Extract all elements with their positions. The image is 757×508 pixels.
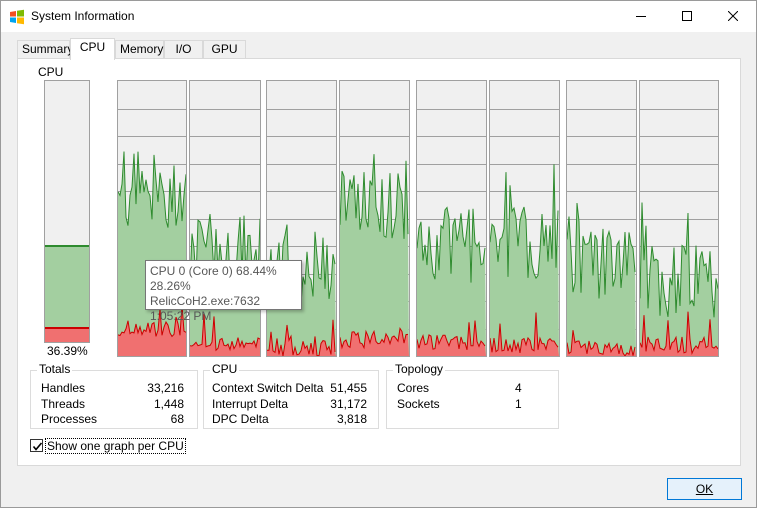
kernel-line: [640, 311, 718, 355]
cpu-history-chart: [567, 109, 636, 356]
tab-summary[interactable]: Summary: [17, 40, 73, 58]
kernel-area: [567, 330, 636, 356]
cpu-usage-percent: 36.39%: [47, 344, 88, 358]
row-value: 51,455: [330, 381, 367, 395]
maximize-icon: [682, 11, 692, 21]
kernel-line: [190, 313, 260, 352]
kernel-area: [640, 311, 718, 356]
kernel-area: [118, 305, 186, 356]
close-icon: [728, 11, 738, 21]
kernel-line: [267, 319, 336, 356]
tooltip-line-process: 28.26% RelicCoH2.exe:7632: [150, 279, 261, 308]
totals-row-threads: Threads 1,448: [31, 397, 197, 412]
kernel-line: [490, 312, 559, 354]
row-label: Handles: [41, 381, 86, 395]
usage-line: [118, 151, 186, 228]
usage-line: [567, 202, 636, 299]
row-label: Threads: [41, 397, 86, 411]
usage-line: [640, 202, 718, 318]
row-label: Cores: [397, 381, 430, 395]
usage-line: [340, 154, 409, 239]
cpu-usage-meter: [44, 80, 90, 343]
kernel-line: [118, 304, 186, 338]
row-label: Processes: [41, 412, 98, 426]
ok-button-label: OK: [695, 482, 714, 496]
show-per-cpu-checkbox[interactable]: [30, 439, 43, 452]
minimize-button[interactable]: [618, 1, 664, 32]
cpu-stats-row-interrupt: Interrupt Delta 31,172: [204, 397, 378, 412]
cpu-meter-title: CPU: [38, 65, 64, 79]
row-value: 1,448: [153, 397, 184, 411]
cpu-history-chart: [417, 109, 486, 356]
cpu-graph: [339, 80, 410, 357]
tooltip-line-time: 1:05:22 PM: [150, 309, 212, 323]
kernel-line: [417, 320, 486, 351]
tab-memory[interactable]: Memory: [115, 40, 164, 58]
usage-area: [490, 164, 559, 356]
cpu-history-chart: [267, 109, 336, 356]
row-label: Sockets: [397, 397, 440, 411]
usage-area: [640, 202, 718, 356]
row-value: 3,818: [336, 412, 367, 426]
row-value: 31,172: [330, 397, 367, 411]
kernel-area: [190, 313, 260, 356]
cpu-graph: [189, 80, 261, 357]
cpu-stats-title: CPU: [210, 362, 240, 376]
cpu-stats-group: CPU Context Switch Delta 51,455 Interrup…: [203, 362, 379, 429]
topology-group: Topology Cores 4 Sockets 1: [386, 362, 559, 429]
row-value: 1: [515, 397, 522, 411]
cpu-stats-row-dpc: DPC Delta 3,818: [204, 412, 378, 427]
ok-button[interactable]: OK: [667, 478, 742, 500]
row-label: Interrupt Delta: [212, 397, 289, 411]
row-label: Context Switch Delta: [212, 381, 324, 395]
totals-group: Totals Handles 33,216 Threads 1,448 Proc…: [30, 362, 198, 429]
checkmark-icon: [32, 442, 43, 451]
tab-cpu[interactable]: CPU: [70, 38, 115, 60]
cpu-stats-row-context-switch: Context Switch Delta 51,455: [204, 381, 378, 396]
kernel-line: [567, 330, 636, 356]
cpu-history-chart: [340, 109, 409, 356]
cpu-kernel-fill: [45, 327, 89, 342]
topology-title: Topology: [393, 362, 446, 376]
show-per-cpu-label[interactable]: Show one graph per CPU: [45, 438, 186, 454]
usage-area: [267, 224, 336, 356]
cpu-graph: [266, 80, 337, 357]
totals-row-handles: Handles 33,216: [31, 381, 197, 396]
windows-flag-icon: [9, 9, 25, 25]
tooltip-line-cpu: CPU 0 (Core 0) 68.44%: [150, 264, 277, 278]
cpu-graph: [566, 80, 637, 357]
topology-row-sockets: Sockets 1: [387, 397, 558, 412]
close-button[interactable]: [710, 1, 756, 32]
usage-area: [340, 154, 409, 356]
kernel-area: [340, 328, 409, 356]
topology-row-cores: Cores 4: [387, 381, 558, 396]
window-title: System Information: [31, 9, 135, 23]
usage-area: [417, 207, 486, 356]
tab-gpu[interactable]: GPU: [203, 40, 246, 58]
usage-area: [567, 203, 636, 356]
cpu-history-chart: [490, 109, 559, 356]
tab-io[interactable]: I/O: [164, 40, 203, 58]
title-bar[interactable]: System Information: [1, 1, 756, 32]
usage-line: [417, 206, 486, 283]
cpu-tooltip: CPU 0 (Core 0) 68.44% 28.26% RelicCoH2.e…: [145, 260, 302, 323]
usage-line: [490, 164, 559, 280]
kernel-line: [340, 327, 409, 350]
cpu-graph: [489, 80, 560, 357]
row-value: 4: [515, 381, 522, 395]
cpu-usage-fill: [45, 245, 89, 342]
totals-title: Totals: [37, 362, 73, 376]
cpu-graph: [639, 80, 719, 357]
row-value: 68: [170, 412, 184, 426]
cpu-history-chart: [640, 109, 718, 356]
totals-row-processes: Processes 68: [31, 412, 197, 427]
kernel-area: [490, 312, 559, 356]
minimize-icon: [636, 16, 646, 17]
row-value: 33,216: [147, 381, 184, 395]
maximize-button[interactable]: [664, 1, 710, 32]
row-label: DPC Delta: [212, 412, 269, 426]
cpu-graph: [416, 80, 487, 357]
